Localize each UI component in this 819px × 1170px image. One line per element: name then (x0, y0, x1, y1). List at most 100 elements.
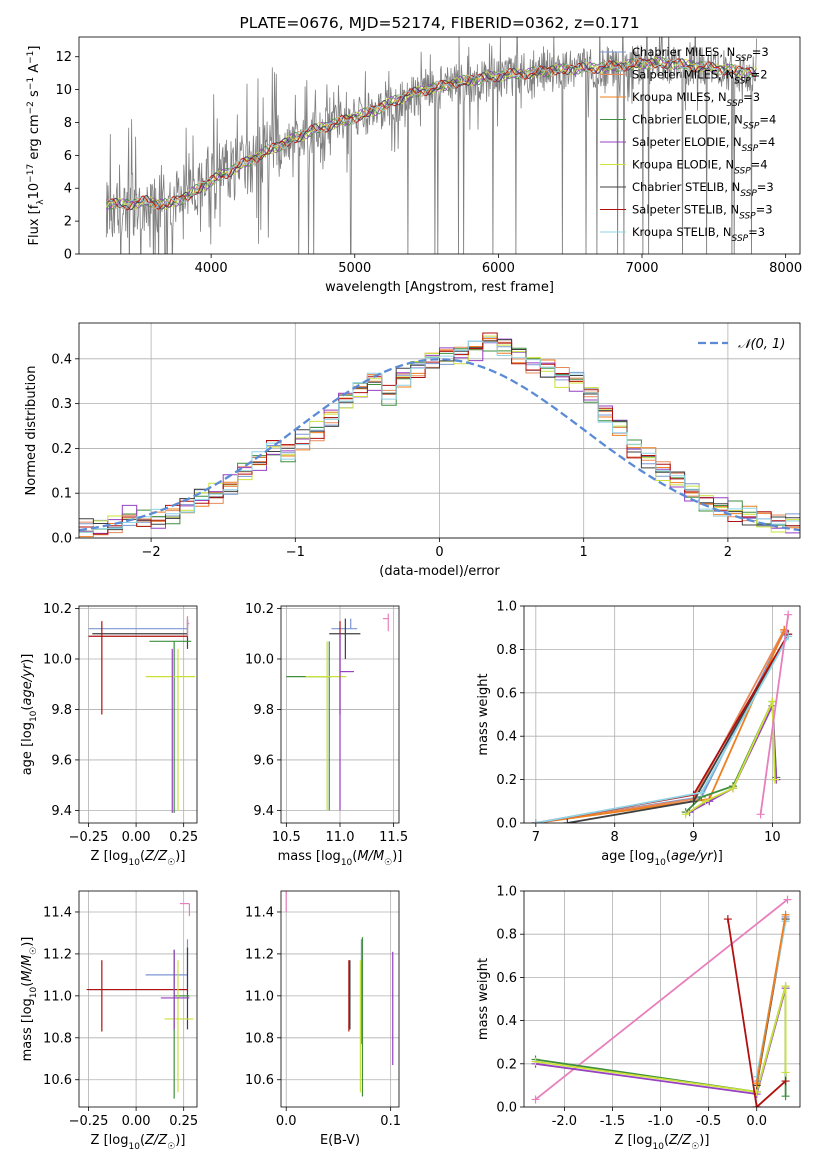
weight-vs-age-panel: 7 8 9 10 0.0 0.2 0.4 0.6 0.8 1.0 mass weight age [l… (476, 600, 801, 868)
y-tick-label: 9.6 (253, 753, 274, 768)
x-axis-label: (data-model)/error (379, 564, 500, 579)
weight-point-marker (681, 810, 690, 819)
x-tick-label: 11.0 (326, 830, 355, 845)
legend-entry-label: Chabrier MILES, NSSP=3 (632, 45, 769, 64)
weight-point-marker (783, 895, 792, 904)
x-tick-label: 4000 (195, 261, 228, 276)
grid-lines (281, 891, 399, 1107)
y-tick-label: 10.0 (43, 652, 72, 667)
x-axis-label: mass [log10(M/M☉)] (278, 849, 403, 868)
weight-series-line (727, 918, 787, 1107)
legend: Chabrier MILES, NSSP=3 Salpeter MILES, NS… (600, 45, 776, 244)
y-tick-label: 0.2 (51, 442, 72, 457)
weight-point-marker (531, 1095, 540, 1104)
x-tick-label: 7 (532, 830, 540, 845)
weight-point-marker (752, 1103, 761, 1107)
y-axis-label: age [log10(age/yr)] (20, 654, 39, 776)
x-tick-label: 1 (580, 545, 588, 560)
axis-ticks: 7 8 9 10 0.0 0.2 0.4 0.6 0.8 1.0 (496, 600, 780, 846)
weight-series-line (535, 629, 786, 823)
weight-series-line (755, 914, 787, 1084)
y-tick-label: 0.0 (496, 817, 517, 832)
y-tick-label: 4 (64, 182, 72, 197)
weight-series-line (535, 629, 785, 823)
y-tick-label: 1.0 (496, 600, 517, 615)
weight-point-marker (756, 810, 765, 819)
y-tick-label: 0.2 (496, 1057, 517, 1072)
axis-ticks: 0.0 0.1 10.6 10.8 11.0 11.2 11.4 (245, 905, 401, 1129)
error-bars (86, 902, 194, 1099)
y-axis-label: mass [log10(M/M☉)] (20, 937, 39, 1062)
axes-frame (523, 890, 801, 1108)
weight-point-marker (723, 915, 732, 924)
y-tick-label: 11.4 (245, 905, 274, 920)
weight-point-marker (728, 784, 737, 793)
weight-series-line (535, 635, 789, 823)
axis-ticks: −2 −1 0 1 2 0.0 0.1 0.2 0.3 0.4 (51, 352, 732, 560)
axis-ticks: −0.25 0.00 0.25 10.6 10.8 11.0 11.2 11.4 (43, 905, 198, 1129)
histogram-series-line (79, 340, 800, 533)
weight-point-marker (770, 775, 779, 784)
spectrum-lines (105, 37, 758, 254)
normal-curve-line (79, 358, 800, 532)
axes-frame (78, 890, 198, 1108)
y-axis-label: Flux [fλ10−17 erg cm−2 s−1 A−1] (26, 46, 46, 246)
legend-entry-label: Salpeter STELIB, NSSP=3 (632, 203, 773, 222)
legend-entry-label: Kroupa MILES, NSSP=3 (632, 90, 760, 109)
y-tick-label: 0.2 (496, 773, 517, 788)
axis-ticks: -2.0 -1.5 -1.0 -0.5 0.0 0.0 0.2 0.4 0.6 0.8 1.0 (496, 885, 767, 1130)
weight-point-marker (752, 1079, 761, 1088)
legend-entry-label: Salpeter MILES, NSSP=2 (632, 68, 768, 87)
axes-frame (280, 890, 400, 1108)
x-tick-label: 0.25 (169, 830, 198, 845)
weight-point-marker (781, 1068, 790, 1077)
y-tick-label: 0.1 (51, 487, 72, 502)
y-tick-label: 0.8 (496, 928, 517, 943)
y-tick-label: 10.8 (245, 1031, 274, 1046)
y-axis-label: mass weight (476, 673, 491, 755)
weight-lines (531, 895, 792, 1107)
legend-entry-label: Chabrier STELIB, NSSP=3 (632, 180, 774, 199)
mass-vs-metallicity-panel: −0.25 0.00 0.25 10.6 10.8 11.0 11.2 11.4 Z [log1… (20, 890, 198, 1152)
y-tick-label: 0.0 (496, 1101, 517, 1116)
axes-frame (78, 605, 198, 824)
error-bars (88, 616, 196, 813)
model-spectrum-line (106, 57, 758, 211)
weight-point-marker (781, 910, 790, 919)
age-vs-mass-panel: 10.5 11.0 11.5 9.4 9.6 9.8 10.0 10.2 mass [log10… (245, 602, 408, 868)
weight-series-line (535, 985, 787, 1093)
y-tick-label: 0.6 (496, 971, 517, 986)
y-tick-label: 0 (64, 248, 72, 263)
y-tick-label: 10.8 (43, 1031, 72, 1046)
y-tick-label: 9.6 (51, 753, 72, 768)
axes-frame (78, 322, 801, 539)
model-spectrum-line (106, 57, 758, 210)
y-tick-label: 10 (55, 83, 72, 98)
y-tick-label: 0.0 (51, 532, 72, 547)
x-axis-label: Z [log10(Z/Z☉)] (91, 1133, 186, 1152)
weight-point-marker (531, 1057, 540, 1066)
x-tick-label: −0.25 (69, 1114, 109, 1129)
weight-point-marker (701, 797, 710, 806)
x-tick-label: -0.5 (696, 1114, 721, 1129)
y-tick-label: 10.6 (245, 1073, 274, 1088)
x-tick-label: 0.0 (746, 1114, 767, 1129)
weight-point-marker (563, 819, 572, 823)
y-tick-label: 12 (55, 50, 72, 65)
y-tick-label: 0.4 (496, 730, 517, 745)
x-tick-label: 0 (435, 545, 443, 560)
axis-ticks: 4000 5000 6000 7000 8000 0 2 4 6 8 10 12 (55, 50, 802, 276)
grid-lines (79, 891, 197, 1107)
y-tick-label: 6 (64, 149, 72, 164)
x-tick-label: 6000 (482, 261, 515, 276)
x-tick-label: 0.0 (276, 1114, 297, 1129)
y-tick-label: 0.4 (496, 1014, 517, 1029)
x-tick-label: 0.00 (122, 830, 151, 845)
x-tick-label: −0.25 (69, 830, 109, 845)
weight-series-line (759, 614, 790, 815)
error-bars (285, 891, 394, 1097)
x-axis-label: Z [log10(Z/Z☉)] (91, 849, 186, 868)
y-tick-label: 0.8 (496, 643, 517, 658)
weight-vs-metallicity-panel: -2.0 -1.5 -1.0 -0.5 0.0 0.0 0.2 0.4 0.6 0.8 1.0 mas… (476, 885, 801, 1152)
